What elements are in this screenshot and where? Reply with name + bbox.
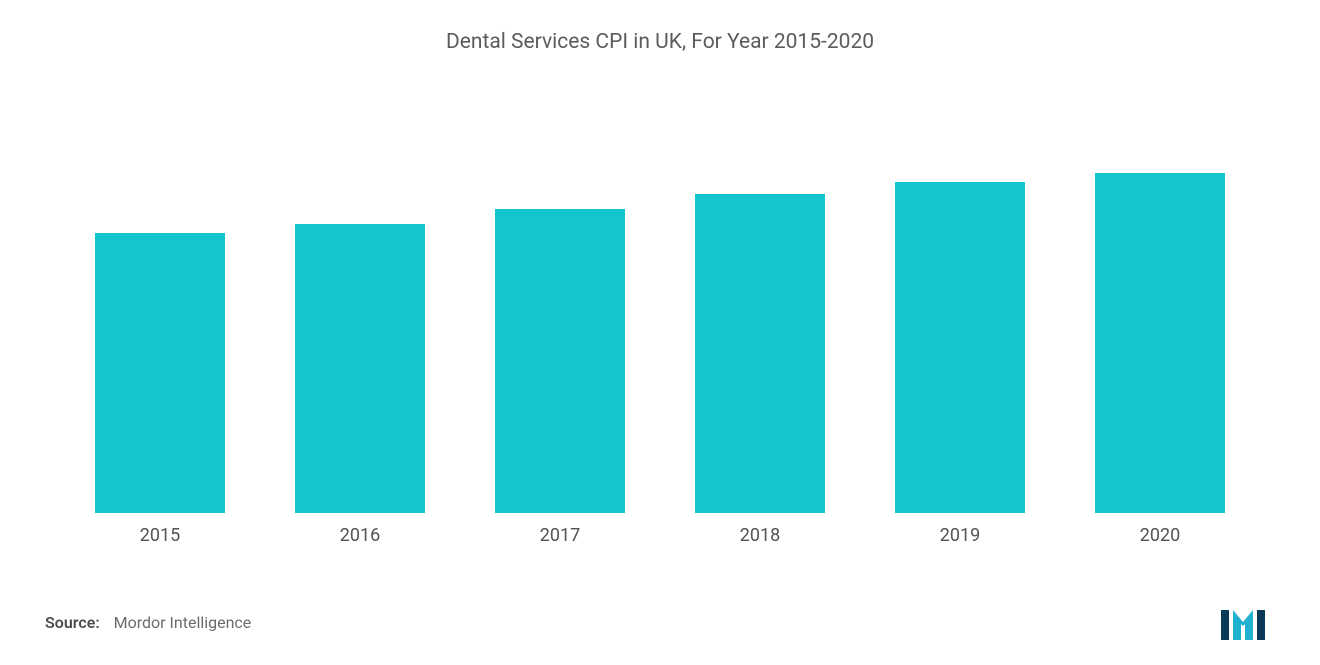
bar	[1095, 173, 1225, 513]
chart-footer: Source: Mordor Intelligence	[45, 596, 1275, 640]
bar-column	[460, 209, 660, 513]
bar	[895, 182, 1025, 513]
bar-column	[60, 233, 260, 513]
bar-column	[660, 194, 860, 513]
x-axis-label: 2020	[1060, 525, 1260, 546]
x-axis-label: 2015	[60, 525, 260, 546]
source-line: Source: Mordor Intelligence	[45, 613, 251, 632]
bars-row	[45, 89, 1275, 513]
x-axis-label: 2018	[660, 525, 860, 546]
x-axis-label: 2017	[460, 525, 660, 546]
source-text: Mordor Intelligence	[114, 613, 252, 632]
bar	[495, 209, 625, 513]
chart-area: 201520162017201820192020	[45, 89, 1275, 596]
bar	[695, 194, 825, 513]
bar	[95, 233, 225, 513]
bar	[295, 224, 425, 513]
x-axis-labels: 201520162017201820192020	[45, 513, 1275, 546]
source-label: Source:	[45, 613, 100, 632]
chart-title: Dental Services CPI in UK, For Year 2015…	[45, 30, 1275, 54]
x-axis-label: 2016	[260, 525, 460, 546]
mordor-logo-icon	[1221, 604, 1275, 640]
chart-container: Dental Services CPI in UK, For Year 2015…	[0, 0, 1320, 665]
x-axis-label: 2019	[860, 525, 1060, 546]
bar-column	[1060, 173, 1260, 513]
bar-column	[860, 182, 1060, 513]
bar-column	[260, 224, 460, 513]
